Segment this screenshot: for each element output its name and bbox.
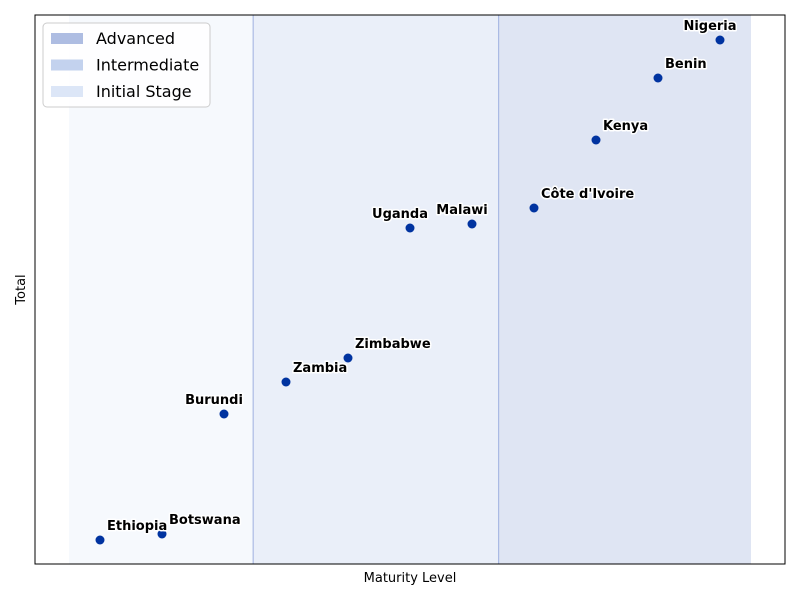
data-point (157, 529, 167, 539)
point-label: Nigeria (683, 19, 736, 34)
legend-box (42, 22, 211, 108)
point-label: Benin (665, 57, 707, 72)
point-label: Uganda (372, 207, 428, 222)
band-intermediate (253, 15, 499, 564)
point-label: Botswana (169, 513, 241, 528)
legend: Advanced Intermediate Initial Stage (42, 22, 211, 108)
legend-swatch (51, 86, 83, 97)
data-point (715, 35, 725, 45)
data-point (653, 73, 663, 83)
x-axis-label: Maturity Level (364, 571, 457, 586)
point-label: Kenya (603, 119, 648, 134)
legend-entry: Initial Stage (96, 82, 192, 101)
data-point (219, 409, 229, 419)
y-axis-label: Total (14, 274, 29, 305)
legend-swatch (51, 59, 83, 71)
band-advanced (498, 15, 751, 564)
plot-frame (34, 14, 786, 565)
data-point (405, 223, 415, 233)
point-label: Zambia (293, 361, 347, 376)
point-labels: Ethiopia Botswana Burundi Zambia Zimbabwe Uga… (106, 18, 739, 536)
point-label: Malawi (436, 203, 487, 218)
point-label: Ethiopia (107, 519, 167, 534)
legend-entry: Intermediate (96, 56, 199, 75)
data-point (343, 353, 353, 363)
point-label: Zimbabwe (355, 337, 431, 352)
data-point (95, 535, 105, 545)
legend-entry: Advanced (96, 29, 175, 48)
legend-swatch (51, 33, 83, 44)
data-point (529, 203, 539, 213)
point-label: Côte d'Ivoire (541, 187, 634, 202)
data-point (281, 377, 291, 387)
data-point (467, 219, 477, 229)
point-label: Burundi (185, 393, 243, 408)
data-point (591, 135, 601, 145)
data-points (95, 35, 725, 545)
